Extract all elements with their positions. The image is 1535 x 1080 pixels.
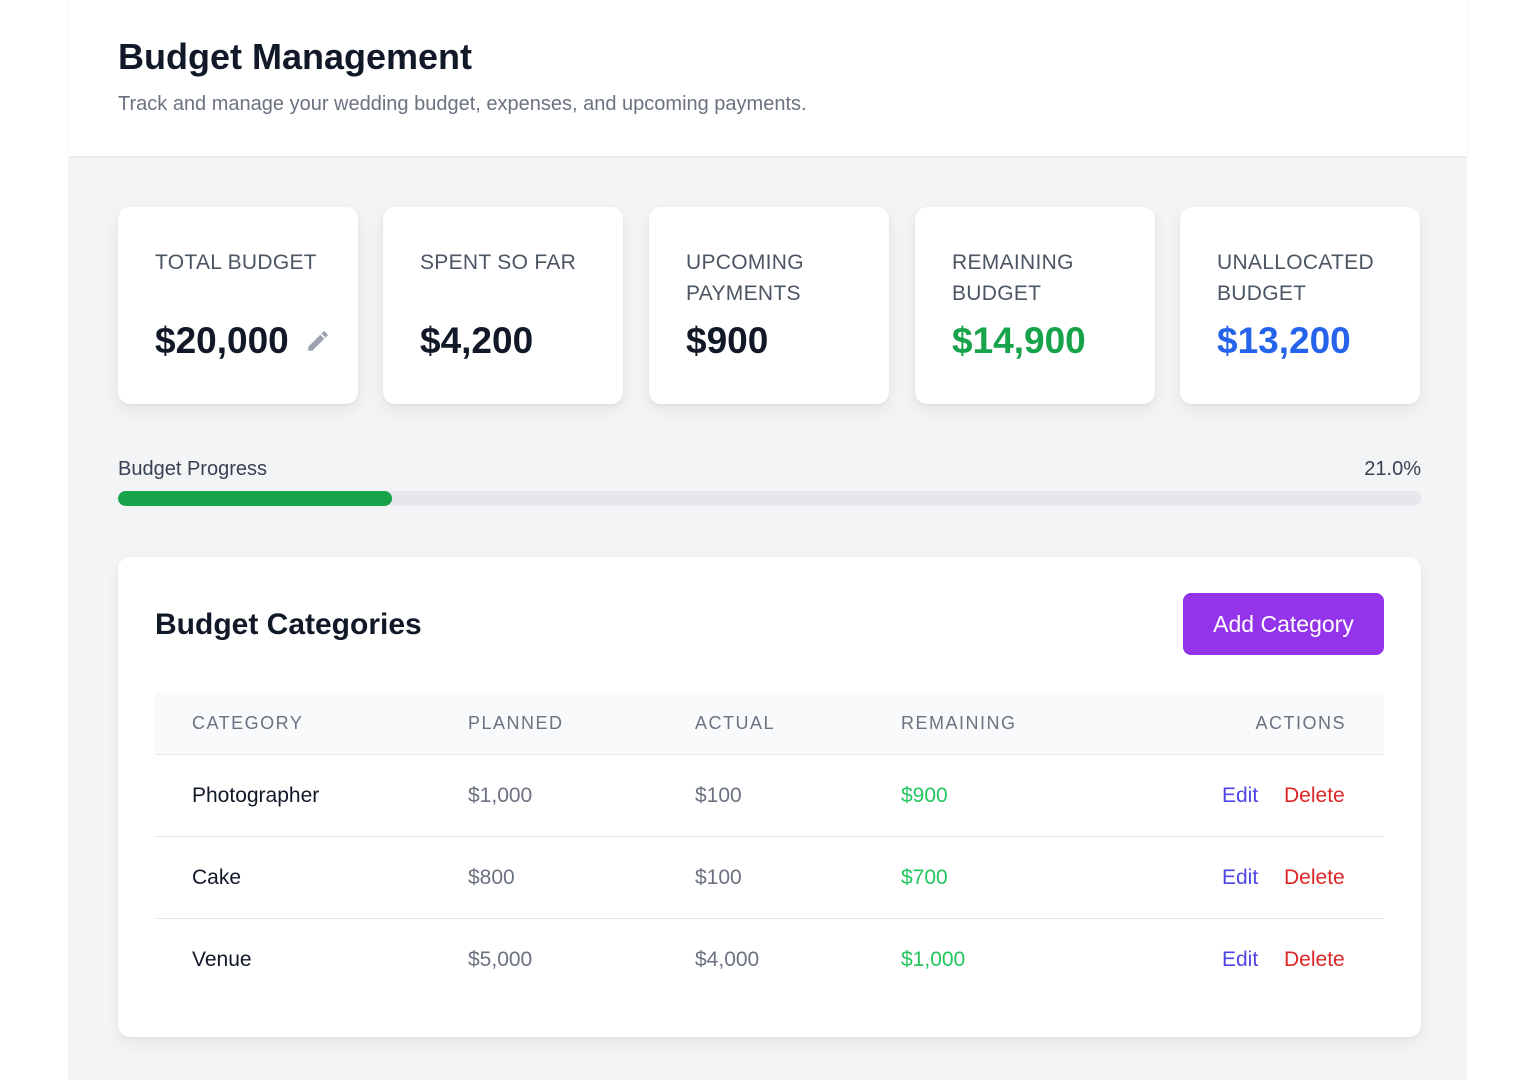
page: Budget Management Track and manage your … bbox=[68, 0, 1467, 1080]
spent-label: Spent So Far bbox=[420, 251, 577, 274]
pencil-icon[interactable] bbox=[305, 328, 331, 354]
page-title: Budget Management bbox=[118, 36, 473, 77]
edit-link[interactable]: Edit bbox=[1222, 948, 1259, 971]
upcoming-card: Upcoming Payments $900 bbox=[649, 207, 889, 404]
spent-value: $4,200 bbox=[420, 320, 534, 361]
column-header-planned: Planned bbox=[468, 713, 564, 733]
delete-link[interactable]: Delete bbox=[1284, 866, 1345, 889]
progress-percent: 21.0% bbox=[1364, 458, 1421, 480]
edit-link[interactable]: Edit bbox=[1222, 784, 1259, 807]
progress-fill bbox=[118, 491, 392, 506]
spent-card: Spent So Far $4,200 bbox=[383, 207, 623, 404]
remaining-value-row: $14,900 bbox=[952, 320, 1086, 362]
planned-amount: $1,000 bbox=[468, 784, 533, 807]
spent-value-row: $4,200 bbox=[420, 320, 533, 362]
progress-track bbox=[118, 491, 1421, 506]
category-name: Cake bbox=[192, 866, 242, 889]
total-budget-value: $20,000 bbox=[155, 320, 289, 361]
upcoming-value: $900 bbox=[686, 320, 769, 361]
upcoming-label: Upcoming Payments bbox=[686, 251, 804, 305]
table-row: Venue $5,000 $4,000 $1,000 Edit Delete bbox=[155, 919, 1384, 1001]
page-header: Budget Management Track and manage your … bbox=[68, 0, 1467, 156]
remaining-amount: $900 bbox=[901, 784, 948, 807]
unallocated-value-row: $13,200 bbox=[1217, 320, 1351, 362]
categories-table: Category Planned Actual Remaining Action… bbox=[155, 692, 1384, 1001]
actual-amount: $100 bbox=[695, 784, 742, 807]
page-subtitle: Track and manage your wedding budget, ex… bbox=[118, 93, 807, 115]
column-header-actions: Actions bbox=[1255, 713, 1346, 733]
column-header-actual: Actual bbox=[695, 713, 776, 733]
actual-amount: $100 bbox=[695, 866, 742, 889]
category-name: Photographer bbox=[192, 784, 320, 807]
total-budget-value-row: $20,000 bbox=[155, 320, 331, 362]
add-category-button[interactable]: Add Category bbox=[1183, 593, 1384, 655]
remaining-card: Remaining Budget $14,900 bbox=[915, 207, 1155, 404]
edit-link[interactable]: Edit bbox=[1222, 866, 1259, 889]
column-header-remaining: Remaining bbox=[901, 713, 1017, 733]
budget-categories-panel: Budget Categories Add Category Category … bbox=[118, 557, 1421, 1037]
actual-amount: $4,000 bbox=[695, 948, 760, 971]
remaining-value: $14,900 bbox=[952, 320, 1086, 361]
upcoming-value-row: $900 bbox=[686, 320, 768, 362]
categories-title: Budget Categories bbox=[155, 608, 422, 641]
planned-amount: $800 bbox=[468, 866, 515, 889]
unallocated-value: $13,200 bbox=[1217, 320, 1351, 361]
table-header: Category Planned Actual Remaining Action… bbox=[155, 692, 1384, 755]
table-row: Cake $800 $100 $700 Edit Delete bbox=[155, 837, 1384, 919]
progress-label: Budget Progress bbox=[118, 458, 267, 480]
total-budget-card: Total Budget $20,000 bbox=[118, 207, 358, 404]
unallocated-label: Unallocated Budget bbox=[1217, 251, 1374, 305]
planned-amount: $5,000 bbox=[468, 948, 533, 971]
delete-link[interactable]: Delete bbox=[1284, 948, 1345, 971]
delete-link[interactable]: Delete bbox=[1284, 784, 1345, 807]
total-budget-label: Total Budget bbox=[155, 251, 317, 274]
unallocated-card: Unallocated Budget $13,200 bbox=[1180, 207, 1420, 404]
remaining-amount: $1,000 bbox=[901, 948, 966, 971]
column-header-category: Category bbox=[192, 713, 304, 733]
remaining-amount: $700 bbox=[901, 866, 948, 889]
table-row: Photographer $1,000 $100 $900 Edit Delet… bbox=[155, 755, 1384, 837]
category-name: Venue bbox=[192, 948, 252, 971]
remaining-label: Remaining Budget bbox=[952, 251, 1074, 305]
